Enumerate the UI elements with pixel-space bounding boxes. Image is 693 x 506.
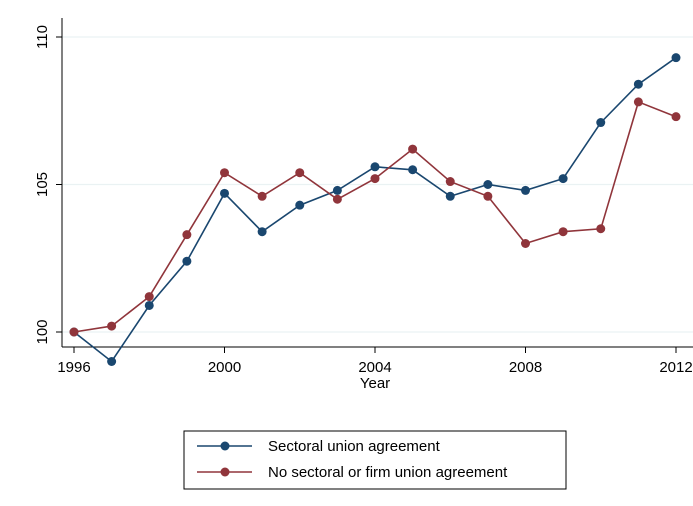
x-axis-title: Year xyxy=(360,375,390,392)
data-point-0-2006 xyxy=(445,191,455,201)
data-point-0-1999 xyxy=(182,256,192,266)
data-point-1-2005 xyxy=(408,144,418,154)
y-tick-label-110: 110 xyxy=(34,25,51,49)
data-point-1-2007 xyxy=(483,191,493,201)
y-tick-label-105: 105 xyxy=(34,172,51,197)
data-point-0-2002 xyxy=(295,200,305,210)
legend-marker-sectoral xyxy=(220,441,230,451)
data-point-1-2002 xyxy=(295,168,305,178)
grid-lines xyxy=(62,36,693,333)
data-point-0-2007 xyxy=(483,180,493,189)
data-point-0-2009 xyxy=(558,174,568,184)
y-tick-label-100: 100 xyxy=(34,319,51,344)
x-tick-label-2004: 2004 xyxy=(358,359,391,376)
data-point-1-2006 xyxy=(445,177,455,187)
data-point-1-2010 xyxy=(596,224,606,234)
x-tick-label-2008: 2008 xyxy=(509,359,542,376)
data-point-1-2003 xyxy=(332,194,342,204)
data-point-1-2008 xyxy=(521,239,530,248)
y-axis: 100 105 110 xyxy=(34,25,62,345)
data-point-0-2012 xyxy=(671,53,681,63)
data-point-0-1997 xyxy=(107,357,117,366)
data-point-0-1998 xyxy=(144,300,154,310)
data-point-1-2012 xyxy=(671,112,681,122)
legend-label-sectoral: Sectoral union agreement xyxy=(268,438,441,455)
legend-label-no-agreement: No sectoral or firm union agreement xyxy=(268,464,508,481)
data-point-1-1996 xyxy=(69,327,79,337)
data-point-0-2001 xyxy=(257,227,267,237)
data-point-0-2010 xyxy=(596,118,606,128)
data-point-0-2008 xyxy=(521,185,530,195)
legend-marker-no-agreement xyxy=(220,467,230,477)
legend: Sectoral union agreement No sectoral or … xyxy=(183,430,567,490)
data-point-0-2011 xyxy=(633,79,643,89)
x-tick-label-2012: 2012 xyxy=(659,359,692,376)
data-point-1-2009 xyxy=(558,227,568,237)
series-group xyxy=(69,53,681,366)
data-point-1-2004 xyxy=(370,174,380,184)
data-point-0-2003 xyxy=(332,185,342,195)
data-point-0-2005 xyxy=(408,165,418,175)
x-axis: 1996 2000 2004 2008 2012 xyxy=(57,346,693,376)
data-point-0-2000 xyxy=(220,188,229,198)
x-tick-label-2000: 2000 xyxy=(208,359,241,376)
data-point-0-2004 xyxy=(370,162,380,172)
legend-box xyxy=(183,430,567,490)
data-point-1-2011 xyxy=(633,97,643,107)
data-point-1-2000 xyxy=(220,168,229,178)
x-tick-label-1996: 1996 xyxy=(57,359,90,376)
data-point-1-2001 xyxy=(257,191,267,201)
data-point-1-1998 xyxy=(144,292,154,302)
data-point-1-1997 xyxy=(107,321,117,331)
data-point-1-1999 xyxy=(182,230,192,240)
